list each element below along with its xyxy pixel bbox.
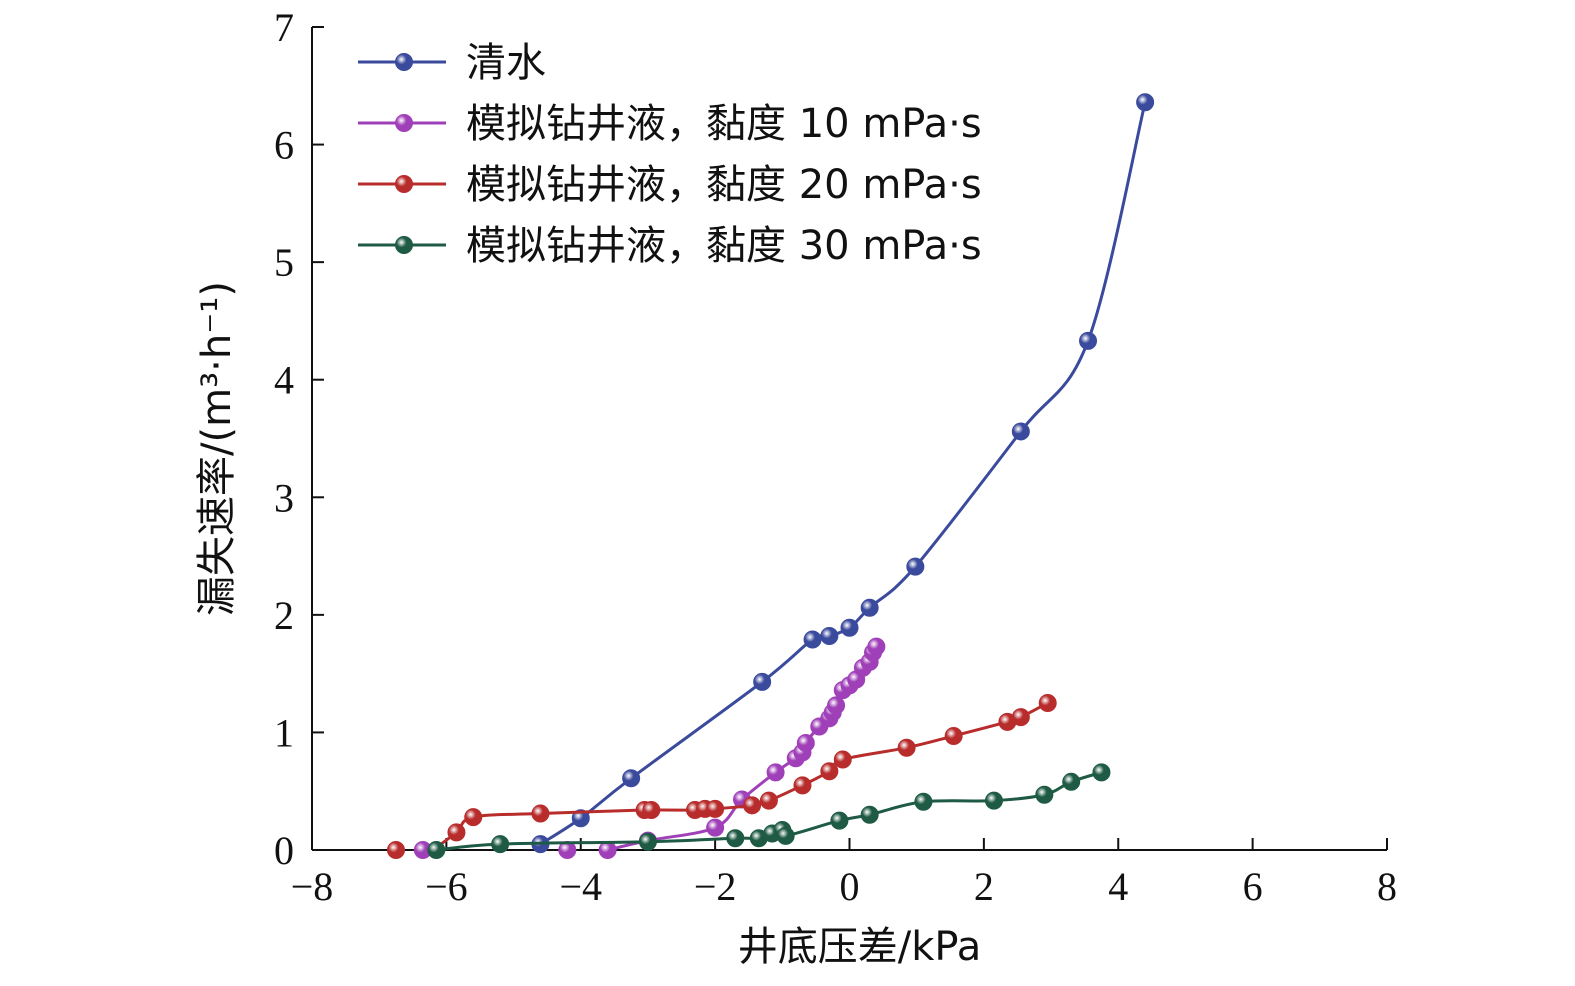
x-tick-label: 6 bbox=[1243, 864, 1263, 909]
x-tick-label: −6 bbox=[425, 864, 468, 909]
x-tick-label: −4 bbox=[559, 864, 602, 909]
data-point bbox=[820, 627, 839, 646]
series-group bbox=[427, 763, 1111, 859]
data-point bbox=[706, 799, 725, 818]
data-point bbox=[598, 841, 617, 859]
series-group bbox=[413, 637, 886, 859]
legend-label: 清水 bbox=[466, 40, 546, 86]
data-point bbox=[833, 750, 852, 769]
legend-marker bbox=[395, 236, 413, 254]
series-group bbox=[386, 694, 1057, 859]
y-tick-label: 1 bbox=[274, 710, 294, 755]
data-point bbox=[803, 630, 822, 649]
y-tick-label: 4 bbox=[274, 358, 294, 403]
legend-marker bbox=[395, 114, 413, 132]
data-point bbox=[796, 734, 815, 753]
data-point bbox=[1011, 708, 1030, 727]
data-point bbox=[447, 823, 466, 842]
x-tick-label: −2 bbox=[694, 864, 737, 909]
data-point bbox=[642, 801, 661, 820]
y-axis-title: 漏失速率/(m³·h⁻¹) bbox=[194, 281, 240, 616]
data-point bbox=[622, 769, 641, 788]
series-group bbox=[531, 93, 1155, 854]
data-point bbox=[759, 791, 778, 810]
x-tick-label: 2 bbox=[974, 864, 994, 909]
x-axis-title: 井底压差/kPa bbox=[738, 924, 981, 970]
legend-label: 模拟钻井液，黏度 30 mPa·s bbox=[466, 223, 982, 269]
y-tick-label: 6 bbox=[274, 123, 294, 168]
x-tick-label: 8 bbox=[1377, 864, 1397, 909]
x-axis-ticks: −8 −6 −4 −2 0 2 4 6 8 bbox=[291, 838, 1397, 909]
data-point bbox=[860, 805, 879, 824]
data-point bbox=[867, 637, 886, 656]
legend-item: 模拟钻井液，黏度 20 mPa·s bbox=[358, 162, 982, 208]
data-point bbox=[860, 598, 879, 617]
data-point bbox=[827, 696, 846, 715]
data-point bbox=[1079, 331, 1098, 350]
legend-label: 模拟钻井液，黏度 10 mPa·s bbox=[466, 101, 982, 147]
data-point bbox=[840, 618, 859, 637]
data-point bbox=[830, 811, 849, 830]
series-line bbox=[432, 701, 1049, 852]
data-point bbox=[1011, 422, 1030, 441]
x-tick-label: 4 bbox=[1108, 864, 1128, 909]
data-point bbox=[984, 791, 1003, 810]
legend-marker bbox=[395, 53, 413, 71]
data-point bbox=[1038, 694, 1057, 713]
data-point bbox=[491, 835, 510, 854]
legend-item: 清水 bbox=[358, 40, 546, 86]
data-point bbox=[776, 826, 795, 845]
data-point bbox=[1035, 785, 1054, 804]
data-point bbox=[944, 726, 963, 745]
data-point bbox=[914, 792, 933, 811]
series-line bbox=[539, 101, 1147, 846]
data-point bbox=[906, 557, 925, 576]
data-point bbox=[427, 841, 446, 859]
legend-item: 模拟钻井液，黏度 10 mPa·s bbox=[358, 101, 982, 147]
y-tick-label: 0 bbox=[274, 828, 294, 873]
y-tick-label: 2 bbox=[274, 593, 294, 638]
legend-label: 模拟钻井液，黏度 20 mPa·s bbox=[466, 162, 982, 208]
data-point bbox=[1136, 93, 1155, 112]
data-point bbox=[753, 672, 772, 691]
x-tick-label: −8 bbox=[291, 864, 334, 909]
axes: −8 −6 −4 −2 0 2 4 6 8 0 1 2 3 4 5 6 7 井底压差/kPa 漏失速率/(m³… bbox=[194, 5, 1397, 970]
data-point bbox=[638, 832, 657, 851]
data-point bbox=[571, 809, 590, 828]
data-point bbox=[386, 841, 405, 859]
data-point bbox=[820, 762, 839, 781]
data-point bbox=[726, 829, 745, 848]
data-point bbox=[706, 818, 725, 837]
y-axis-ticks: 0 1 2 3 4 5 6 7 bbox=[274, 5, 324, 873]
data-point bbox=[743, 796, 762, 815]
y-tick-label: 5 bbox=[274, 240, 294, 285]
y-tick-label: 7 bbox=[274, 5, 294, 50]
data-point bbox=[793, 776, 812, 795]
data-point bbox=[1062, 772, 1081, 791]
data-point bbox=[531, 804, 550, 823]
legend-marker bbox=[395, 175, 413, 193]
data-point bbox=[897, 738, 916, 757]
x-tick-label: 0 bbox=[840, 864, 860, 909]
series-layer bbox=[386, 93, 1155, 859]
data-point bbox=[1092, 763, 1111, 782]
data-point bbox=[464, 808, 483, 827]
data-point bbox=[766, 763, 785, 782]
y-tick-label: 3 bbox=[274, 475, 294, 520]
legend-item: 模拟钻井液，黏度 30 mPa·s bbox=[358, 223, 982, 269]
